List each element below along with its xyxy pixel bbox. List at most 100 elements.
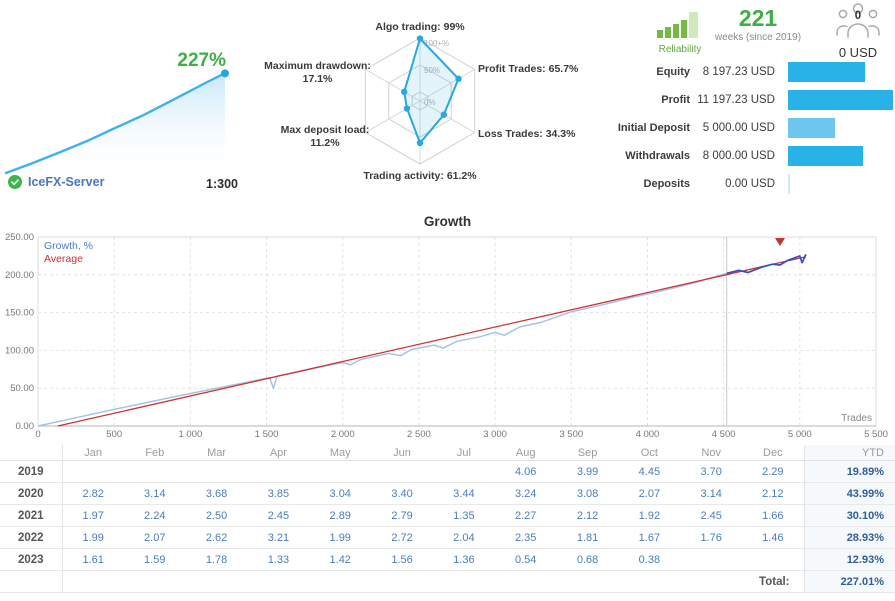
verified-check-icon	[8, 175, 22, 189]
year-cell: 2023	[0, 548, 63, 571]
month-value-cell: 1.36	[453, 553, 475, 566]
month-value-cell: 3.04	[329, 487, 351, 500]
month-value-cell: 4.45	[638, 465, 661, 478]
total-row: Total: 227.01%	[0, 570, 895, 593]
growth-chart-plot: 0.00 50.00 100.00 150.00 200.00 250.00 0 500 1 0…	[5, 232, 888, 440]
month-value-cell: 3.99	[576, 465, 599, 478]
monthly-returns-section: Jan Feb Mar Apr May Jun Jul Aug Sep Oct Nov Dec YTD 2…	[0, 445, 895, 593]
trading-statistics-radar: 100+% 50% 0% Algo trading: 99% Profit Trad…	[240, 0, 640, 210]
radar-label-trading-activity: Trading activity: 61.2%	[363, 170, 477, 182]
svg-text:200.00: 200.00	[5, 270, 34, 281]
month-value-cell	[309, 461, 371, 483]
svg-text:50%: 50%	[424, 66, 440, 75]
subscribers-block: 0 0 USD	[825, 2, 891, 60]
summary-row: Withdrawals 8 000.00 USD	[600, 142, 895, 170]
summary-row-bar	[788, 146, 863, 166]
month-value-cell: 2.24	[144, 509, 166, 522]
radar-chart: 100+% 50% 0%	[364, 35, 476, 165]
month-header: Jan	[84, 446, 103, 459]
summary-row-value: 5 000.00 USD	[702, 122, 775, 134]
empty-cell	[495, 571, 557, 593]
year-cell: 2020	[0, 482, 63, 505]
month-value-cell: 1.99	[329, 531, 351, 544]
year-row: 2021 1.97 2.24 2.50 2.45 2.89 2.79 1.35 2.27 2.12…	[0, 504, 895, 527]
month-value-cell: 1.99	[82, 531, 104, 544]
year-cell: 2021	[0, 504, 63, 527]
month-value-cell: 0.68	[576, 553, 599, 566]
month-value-cell: 3.44	[453, 487, 475, 500]
month-value-cell	[124, 461, 186, 483]
server-row: IceFX-Server	[8, 175, 104, 189]
month-header: Jun	[393, 446, 411, 459]
month-value-cell: 1.66	[762, 509, 784, 522]
month-value-cell: 1.46	[762, 531, 784, 544]
svg-text:5 500: 5 500	[864, 429, 888, 440]
month-value-cell: 1.76	[700, 531, 722, 544]
total-growth-value: 227%	[177, 50, 226, 71]
month-header: Apr	[269, 446, 287, 459]
svg-text:1 000: 1 000	[178, 429, 202, 440]
growth-chart-title: Growth	[423, 214, 472, 229]
empty-cell	[247, 571, 309, 593]
year-row: 2020 2.82 3.14 3.68 3.85 3.04 3.40 3.44 3.24 3.08…	[0, 482, 895, 505]
summary-row: Initial Deposit 5 000.00 USD	[600, 114, 895, 142]
reliability-bars-icon	[657, 12, 698, 38]
month-value-cell	[247, 461, 309, 483]
empty-cell	[124, 571, 186, 593]
month-value-cell	[371, 461, 433, 483]
month-value-cell: 2.12	[762, 487, 784, 500]
month-value-cell: 3.21	[267, 531, 290, 544]
month-value-cell: 3.70	[700, 465, 722, 478]
weeks-block: 221 weeks (since 2019)	[708, 6, 808, 43]
month-value-cell: 2.72	[391, 531, 413, 544]
year-row: 2019 4.06 3.99 4.45 3.70 2.29 19.89%	[0, 460, 895, 483]
month-value-cell: 2.45	[267, 509, 290, 522]
month-value-cell: 1.78	[205, 553, 228, 566]
account-summary-panel: Reliability 221 weeks (since 2019) 0 0 U…	[600, 0, 895, 205]
month-value-cell: 2.07	[144, 531, 166, 544]
ytd-header: YTD	[803, 445, 895, 461]
empty-cell	[680, 571, 742, 593]
reliability-label: Reliability	[658, 44, 702, 55]
sparkline-line	[4, 72, 227, 175]
svg-text:4 500: 4 500	[712, 429, 736, 440]
month-value-cell: 1.35	[453, 509, 475, 522]
month-value-cell: 1.67	[638, 531, 661, 544]
svg-text:100+%: 100+%	[424, 39, 449, 48]
month-value-cell: 2.12	[576, 509, 599, 522]
svg-text:150.00: 150.00	[5, 308, 34, 319]
summary-row-value: 8 000.00 USD	[702, 150, 775, 162]
monthly-returns-table: Jan Feb Mar Apr May Jun Jul Aug Sep Oct Nov Dec YTD 2…	[0, 445, 895, 593]
summary-row-value: 11 197.23 USD	[697, 94, 775, 106]
subscribers-count: 0	[855, 10, 861, 22]
month-value-cell: 0.38	[638, 553, 661, 566]
svg-text:Trades: Trades	[841, 413, 872, 424]
svg-text:0.00: 0.00	[16, 421, 35, 432]
radar-label-maximum-drawdown: Maximum drawdown: 17.1%	[264, 60, 371, 85]
month-header: Feb	[145, 446, 165, 459]
year-cell: 2019	[0, 460, 63, 483]
svg-text:2 500: 2 500	[407, 429, 431, 440]
monthly-header-row: Jan Feb Mar Apr May Jun Jul Aug Sep Oct Nov Dec YTD	[0, 445, 895, 461]
year-column-header	[0, 445, 63, 461]
svg-text:1 500: 1 500	[255, 429, 279, 440]
account-growth-panel: 227% IceFX-Server 1:300	[0, 0, 240, 205]
summary-row-value: 8 197.23 USD	[702, 66, 775, 78]
month-value-cell: 1.56	[391, 553, 413, 566]
month-value-cell: 3.40	[391, 487, 413, 500]
subscribers-icon: 0	[836, 3, 880, 38]
month-value-cell: 3.24	[515, 487, 537, 500]
ytd-cell: 12.93%	[803, 548, 895, 571]
month-value-cell: 1.42	[329, 553, 351, 566]
ytd-cell: 28.93%	[803, 526, 895, 549]
month-header: Nov	[701, 446, 721, 459]
month-value-cell: 2.07	[638, 487, 661, 500]
summary-row-label: Equity	[656, 66, 690, 78]
weeks-label: weeks (since 2019)	[714, 32, 802, 43]
total-label: Total:	[759, 575, 790, 588]
month-value-cell	[680, 549, 742, 571]
month-value-cell: 2.50	[205, 509, 228, 522]
radar-label-max-deposit-load: Max deposit load: 11.2%	[280, 124, 370, 149]
summary-row-bar	[788, 118, 835, 138]
month-header: Oct	[640, 446, 658, 459]
